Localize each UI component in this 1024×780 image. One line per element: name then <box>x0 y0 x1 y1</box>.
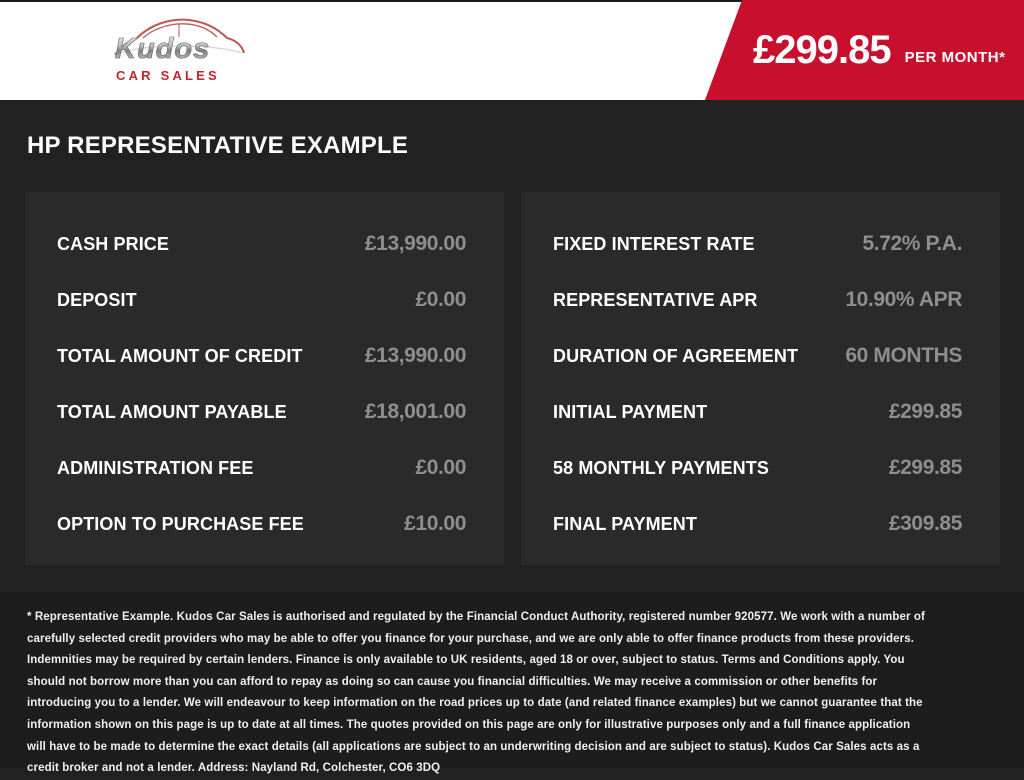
row-label: REPRESENTATIVE APR <box>553 289 758 310</box>
row-label: FIXED INTEREST RATE <box>553 233 755 254</box>
row-label: CASH PRICE <box>57 233 170 254</box>
row-label: 58 MONTHLY PAYMENTS <box>553 457 769 478</box>
row-label: TOTAL AMOUNT OF CREDIT <box>57 345 303 366</box>
price-period: PER MONTH* <box>904 48 1006 66</box>
row-value: 10.90% APR <box>845 288 962 311</box>
row-label: DURATION OF AGREEMENT <box>553 345 799 366</box>
row-value: £0.00 <box>415 456 466 479</box>
logo-subtitle: CAR SALES <box>116 68 220 83</box>
row-value: 60 MONTHS <box>845 344 962 367</box>
row-value: 5.72% P.A. <box>862 232 962 255</box>
logo-wordmark: Kudos <box>115 33 211 65</box>
finance-row-purchase-fee: OPTION TO PURCHASE FEE £10.00 <box>57 496 466 552</box>
site-header: Kudos CAR SALES £299.85 PER MONTH* <box>0 0 1024 100</box>
disclaimer-text: * Representative Example. Kudos Car Sale… <box>27 611 925 775</box>
row-value: £299.85 <box>888 456 963 479</box>
finance-row-cash-price: CASH PRICE £13,990.00 <box>57 216 466 272</box>
finance-panel-left: CASH PRICE £13,990.00 DEPOSIT £0.00 TOTA… <box>25 192 504 565</box>
finance-row-apr: REPRESENTATIVE APR 10.90% APR <box>553 272 962 328</box>
finance-panels: CASH PRICE £13,990.00 DEPOSIT £0.00 TOTA… <box>25 192 1000 565</box>
dealer-logo[interactable]: Kudos CAR SALES <box>113 12 253 92</box>
finance-panel-right: FIXED INTEREST RATE 5.72% P.A. REPRESENT… <box>521 192 1000 565</box>
row-label: OPTION TO PURCHASE FEE <box>57 513 304 534</box>
finance-row-admin-fee: ADMINISTRATION FEE £0.00 <box>57 440 466 496</box>
top-border <box>0 0 1024 2</box>
row-label: TOTAL AMOUNT PAYABLE <box>57 401 287 422</box>
row-value: £18,001.00 <box>364 400 467 423</box>
finance-row-final-payment: FINAL PAYMENT £309.85 <box>553 496 962 552</box>
row-value: £13,990.00 <box>364 232 467 255</box>
finance-row-interest-rate: FIXED INTEREST RATE 5.72% P.A. <box>553 216 962 272</box>
finance-row-monthly-payments: 58 MONTHLY PAYMENTS £299.85 <box>553 440 962 496</box>
finance-row-total-payable: TOTAL AMOUNT PAYABLE £18,001.00 <box>57 384 466 440</box>
row-label: ADMINISTRATION FEE <box>57 457 254 478</box>
row-value: £13,990.00 <box>364 344 467 367</box>
row-value: £0.00 <box>415 288 466 311</box>
finance-row-duration: DURATION OF AGREEMENT 60 MONTHS <box>553 328 962 384</box>
price-banner: £299.85 PER MONTH* <box>705 0 1024 100</box>
row-label: DEPOSIT <box>57 289 137 310</box>
finance-row-initial-payment: INITIAL PAYMENT £299.85 <box>553 384 962 440</box>
row-value: £299.85 <box>888 400 963 423</box>
row-label: INITIAL PAYMENT <box>553 401 708 422</box>
monthly-price: £299.85 <box>753 27 892 72</box>
row-value: £10.00 <box>404 512 466 535</box>
page-title: HP REPRESENTATIVE EXAMPLE <box>27 132 409 159</box>
finance-row-total-credit: TOTAL AMOUNT OF CREDIT £13,990.00 <box>57 328 466 384</box>
finance-row-deposit: DEPOSIT £0.00 <box>57 272 466 328</box>
row-value: £309.85 <box>888 512 963 535</box>
disclaimer-section: * Representative Example. Kudos Car Sale… <box>0 592 1024 774</box>
car-outline-icon <box>114 18 245 56</box>
row-label: FINAL PAYMENT <box>553 513 697 534</box>
